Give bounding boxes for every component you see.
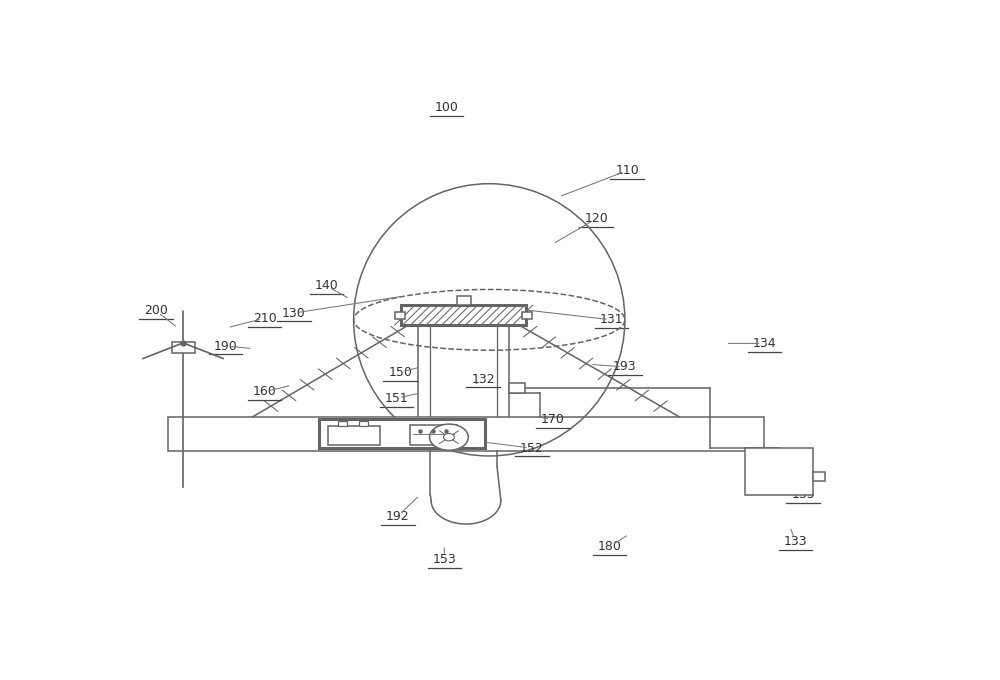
Bar bbox=[359, 421, 368, 426]
Text: 180: 180 bbox=[597, 540, 621, 553]
Text: 192: 192 bbox=[386, 510, 410, 523]
Bar bbox=[338, 421, 347, 426]
Text: 134: 134 bbox=[753, 337, 776, 350]
Bar bbox=[328, 426, 380, 445]
Text: 152: 152 bbox=[520, 441, 544, 455]
Text: 131: 131 bbox=[600, 313, 624, 326]
Text: 150: 150 bbox=[388, 366, 412, 379]
Text: 191: 191 bbox=[453, 425, 476, 438]
Text: 190: 190 bbox=[214, 339, 238, 352]
Text: 181: 181 bbox=[355, 425, 379, 438]
Bar bbox=[168, 417, 764, 451]
Text: 170: 170 bbox=[541, 413, 565, 426]
Text: 130: 130 bbox=[282, 307, 306, 320]
Circle shape bbox=[444, 434, 454, 441]
Text: 200: 200 bbox=[144, 305, 168, 318]
Text: 153: 153 bbox=[432, 553, 456, 566]
Bar bbox=[319, 420, 485, 448]
Text: 135: 135 bbox=[791, 488, 815, 500]
Text: 100: 100 bbox=[435, 101, 459, 114]
Bar bbox=[745, 448, 813, 495]
Text: 151: 151 bbox=[384, 392, 408, 405]
Text: 160: 160 bbox=[253, 385, 276, 398]
Bar bbox=[813, 472, 825, 481]
Bar bbox=[401, 305, 526, 325]
Bar bbox=[401, 305, 526, 325]
Bar bbox=[457, 296, 471, 305]
Bar bbox=[395, 311, 405, 318]
Bar bbox=[522, 311, 532, 318]
Bar bbox=[509, 383, 525, 393]
Text: 133: 133 bbox=[784, 535, 807, 548]
Circle shape bbox=[430, 424, 468, 450]
Text: 120: 120 bbox=[584, 212, 608, 225]
Text: 132: 132 bbox=[471, 373, 495, 386]
Bar bbox=[410, 424, 457, 445]
Text: 193: 193 bbox=[613, 360, 637, 373]
Text: 210: 210 bbox=[253, 311, 276, 325]
Bar bbox=[172, 342, 195, 353]
Text: 110: 110 bbox=[615, 164, 639, 177]
Text: 140: 140 bbox=[315, 279, 338, 292]
